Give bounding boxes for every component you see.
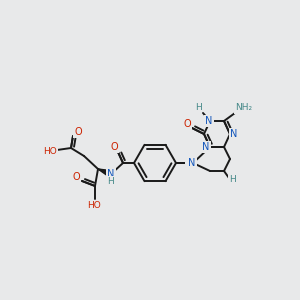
Text: H: H [108, 178, 114, 187]
Polygon shape [98, 169, 110, 178]
Text: H: H [195, 103, 201, 112]
Text: O: O [110, 142, 118, 152]
Text: N: N [205, 116, 213, 126]
Text: N: N [186, 158, 194, 168]
Text: HO: HO [43, 146, 57, 155]
Text: N: N [107, 169, 115, 179]
Text: H: H [229, 176, 236, 184]
Text: O: O [183, 119, 191, 129]
Text: HO: HO [87, 202, 101, 211]
Text: O: O [74, 127, 82, 137]
Text: N: N [188, 158, 196, 168]
Text: NH₂: NH₂ [236, 103, 253, 112]
Text: N: N [202, 142, 210, 152]
Text: O: O [72, 172, 80, 182]
Text: N: N [230, 129, 238, 139]
